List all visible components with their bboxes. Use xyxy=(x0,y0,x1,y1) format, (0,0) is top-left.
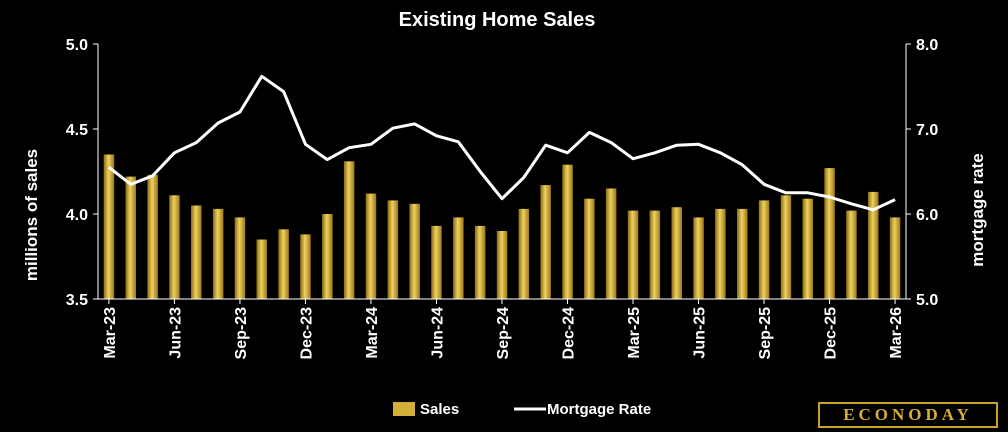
right-y-tick-label: 8.0 xyxy=(916,37,938,54)
bar-dec-24 xyxy=(562,164,573,299)
x-tick-label: Jun-23 xyxy=(167,307,184,359)
bar-feb-24 xyxy=(343,161,355,299)
bar-dec-23 xyxy=(300,234,311,299)
bar-mar-23 xyxy=(103,154,115,299)
bar-dec-25 xyxy=(824,168,835,299)
bar-mar-26 xyxy=(889,217,901,299)
bar-jan-26 xyxy=(846,210,857,299)
left-y-tick-label: 5.0 xyxy=(66,37,88,54)
x-ticks: Mar-23 Jun-23 Sep-23 Dec-23 Mar-24 Jun-24 Sep-… xyxy=(102,299,905,359)
right-y-tick-label: 5.0 xyxy=(916,292,938,309)
left-y-tick-label: 4.5 xyxy=(66,122,88,139)
legend: Sales Mortgage Rate xyxy=(393,401,651,418)
x-tick-label: Sep-25 xyxy=(757,307,774,360)
left-axis-label: millions of sales xyxy=(22,149,41,281)
x-tick-label: Sep-24 xyxy=(495,307,512,360)
x-tick-label: Dec-24 xyxy=(561,307,578,360)
legend-label-mortgage-rate: Mortgage Rate xyxy=(547,401,651,418)
bar-feb-25 xyxy=(605,188,617,299)
bar-jul-24 xyxy=(453,217,464,299)
left-y-ticks: 3.5 4.0 4.5 5.0 xyxy=(66,37,98,309)
bar-nov-23 xyxy=(278,229,289,299)
bar-mar-25 xyxy=(627,210,639,299)
x-tick-label: Jun-25 xyxy=(692,307,709,359)
bar-aug-23 xyxy=(212,208,224,299)
bar-sep-23 xyxy=(234,217,246,299)
legend-swatch-sales xyxy=(393,402,415,416)
bar-may-23 xyxy=(147,174,158,299)
bar-jan-25 xyxy=(584,198,595,299)
bar-jul-25 xyxy=(715,208,726,299)
econoday-logo-text: ECONODAY xyxy=(843,405,973,424)
bar-oct-23 xyxy=(256,239,267,299)
x-tick-label: Jun-24 xyxy=(430,307,447,359)
bar-jul-23 xyxy=(191,205,202,299)
econoday-logo: ECONODAY xyxy=(818,402,998,428)
x-tick-label: Dec-25 xyxy=(823,307,840,360)
bar-mar-24 xyxy=(365,193,377,299)
bar-series-sales xyxy=(103,154,901,299)
bar-jun-23 xyxy=(169,195,180,299)
bar-apr-24 xyxy=(387,200,399,299)
bar-sep-24 xyxy=(496,231,508,299)
left-y-tick-label: 3.5 xyxy=(66,292,88,309)
chart-title: Existing Home Sales xyxy=(399,9,596,31)
bar-jun-24 xyxy=(431,225,442,299)
left-y-tick-label: 4.0 xyxy=(66,207,88,224)
x-tick-label: Mar-26 xyxy=(888,307,905,359)
bar-aug-24 xyxy=(474,225,486,299)
x-tick-label: Mar-23 xyxy=(102,307,119,359)
bar-feb-26 xyxy=(868,191,879,299)
right-axis-label: mortgage rate xyxy=(968,153,987,266)
legend-label-sales: Sales xyxy=(420,401,459,418)
bar-apr-25 xyxy=(649,210,661,299)
right-y-tick-label: 6.0 xyxy=(916,207,938,224)
line-series-mortgage-rate xyxy=(107,74,896,212)
right-y-ticks: 5.0 6.0 7.0 8.0 xyxy=(906,37,938,309)
bar-oct-24 xyxy=(518,208,530,299)
x-tick-label: Dec-23 xyxy=(299,307,316,360)
bar-nov-24 xyxy=(540,185,551,299)
bar-nov-25 xyxy=(802,198,813,299)
x-tick-label: Mar-24 xyxy=(364,307,381,359)
right-y-tick-label: 7.0 xyxy=(916,122,938,139)
bar-apr-23 xyxy=(125,176,136,299)
bar-jan-24 xyxy=(322,214,333,299)
bar-oct-25 xyxy=(780,195,792,299)
bar-sep-25 xyxy=(758,200,770,299)
x-tick-label: Sep-23 xyxy=(233,307,250,360)
bar-jun-25 xyxy=(693,217,704,299)
bar-aug-25 xyxy=(737,208,748,299)
x-tick-label: Mar-25 xyxy=(626,307,643,359)
bar-may-24 xyxy=(409,203,420,299)
bar-may-25 xyxy=(671,207,682,299)
